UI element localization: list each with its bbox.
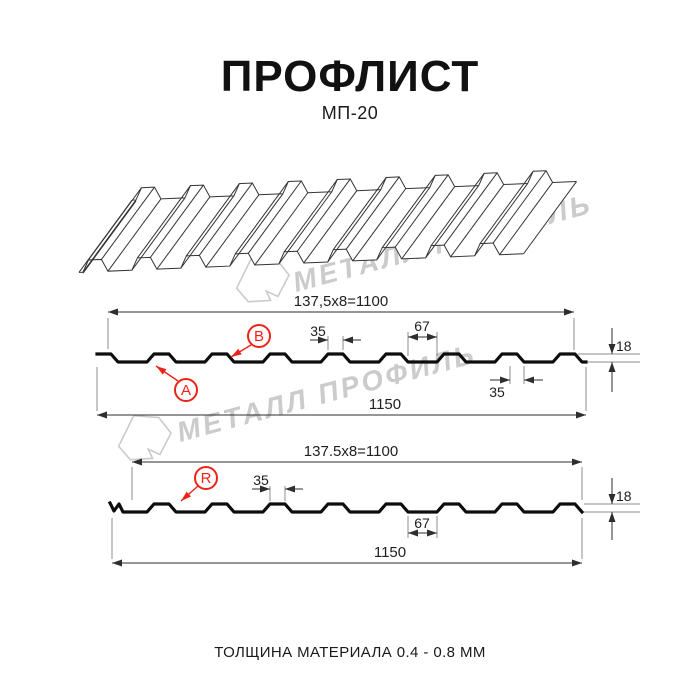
dim-height: 18 xyxy=(616,338,632,354)
dim-valley-width: 67 xyxy=(414,318,430,334)
dim-working-width: 137.5x8=1100 xyxy=(304,443,398,460)
label-r: R xyxy=(180,466,218,502)
dim-total-width: 1150 xyxy=(374,544,406,561)
label-a: A xyxy=(155,365,198,402)
profile-model: МП-20 xyxy=(321,103,379,123)
dim-height: 18 xyxy=(616,488,632,504)
watermark-middle: МЕТАЛЛ ПРОФИЛЬ xyxy=(117,338,480,461)
svg-text:B: B xyxy=(254,328,264,345)
dim-working-width: 137,5x8=1100 xyxy=(294,293,388,310)
dim-valley-width: 67 xyxy=(414,515,430,531)
dim-bottom-width: 35 xyxy=(489,384,505,400)
profile-section-front: 137,5x8=1100 35 67 18 35 xyxy=(95,293,640,419)
svg-text:R: R xyxy=(201,470,212,487)
svg-text:A: A xyxy=(181,382,191,399)
dim-crest-width: 35 xyxy=(310,323,326,339)
profile-outline xyxy=(107,500,585,515)
material-thickness-note: ТОЛЩИНА МАТЕРИАЛА 0.4 - 0.8 ММ xyxy=(214,644,486,661)
profile-outline xyxy=(95,352,588,364)
dim-crest-width: 35 xyxy=(253,472,269,488)
page-title: ПРОФЛИСТ xyxy=(220,52,480,101)
dim-total-width: 1150 xyxy=(369,396,401,413)
sheet-3d-view xyxy=(78,170,577,274)
metall-profil-logo-icon xyxy=(117,414,172,461)
label-b: B xyxy=(230,324,271,358)
profile-section-reverse: 137.5x8=1100 35 67 18 1150 xyxy=(107,443,640,567)
